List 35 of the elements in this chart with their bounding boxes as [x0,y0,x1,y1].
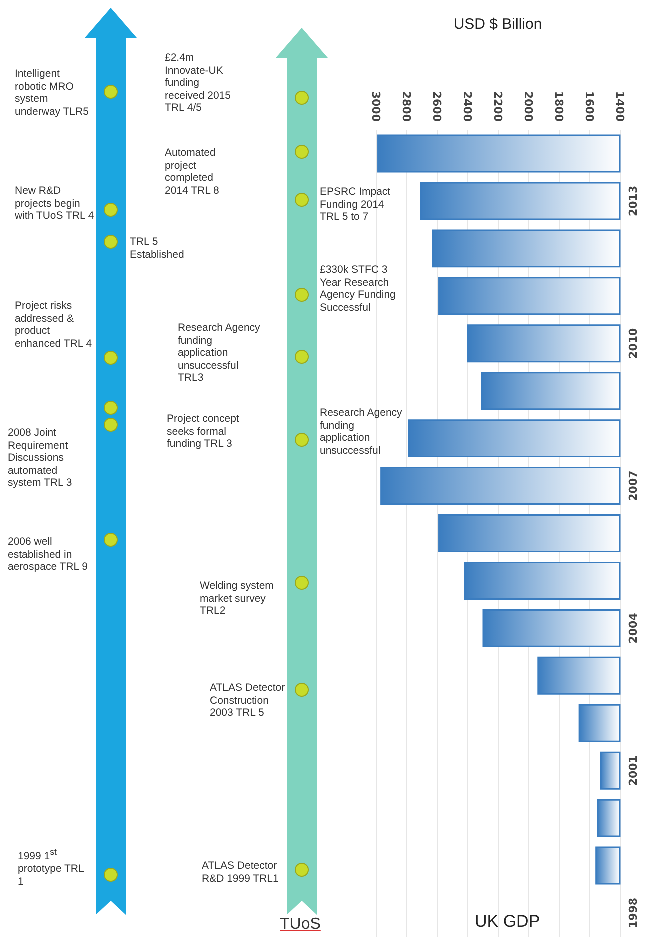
text: £2.4m Innovate-UK funding received 2015 TRL 4/5 [165,52,232,114]
text: Welding system market survey TRL2 [200,580,275,618]
annotation: EPSRC Impact Funding 2014 TRL 5 to 7 [320,186,392,224]
text: 2008 Joint Requirement Discussions automated system TRL 3 [8,427,74,490]
text: Research Agency funding application unsuccessful TRL3 [178,322,262,384]
y-tick-label: 2013 [627,186,640,217]
x-tick-label: 1600 [583,91,596,122]
text: TUoS [280,916,322,934]
text: ATLAS Detector Construction 2003 TRL 5 [210,682,286,720]
x-axis-title: USD $ Billion [454,16,542,33]
text: 1999 1$^{st}$ prototype TRL 1 [18,846,85,888]
x-tick-label: 2400 [461,91,474,122]
y-tick-label: 1998 [627,898,640,929]
text: New R&D projects begin with TUoS TRL 4 [15,185,96,222]
y-tick-label: 2007 [627,470,640,502]
x-tick-label: 1400 [614,91,626,122]
text: UK GDP [475,912,540,931]
x-tick-label: 2600 [430,91,444,122]
text: ATLAS Detector R&D 1999 TRL1 [202,860,280,885]
y-tick-label: 2001 [627,756,640,786]
text: Project risks addressed & product enhanced TRL 4 [15,300,94,350]
text: Project concept seeks formal funding TRL 3 [167,413,240,450]
x-tick-label: 2800 [400,91,413,122]
text: 2006 well established in aerospace TRL 9 [8,536,89,574]
x-tick-label: 2000 [522,91,535,122]
y-tick-label: 2010 [627,328,640,359]
x-tick-label: 3000 [370,91,382,122]
x-tick-label: 2200 [492,91,504,122]
annotation: £330k STFC 3 Year Research Agency Funding Successful [320,264,397,314]
text: Automated project completed 2014 TRL 8 [165,147,220,197]
text: TRL 5 Established [130,236,186,261]
x-tick-label: 1800 [552,91,566,122]
annotation: Research Agency funding application unsuccessful [320,407,404,457]
text: Intelligent robotic MRO system underway TLR5 [15,68,90,118]
y-tick-label: 2004 [627,612,640,644]
